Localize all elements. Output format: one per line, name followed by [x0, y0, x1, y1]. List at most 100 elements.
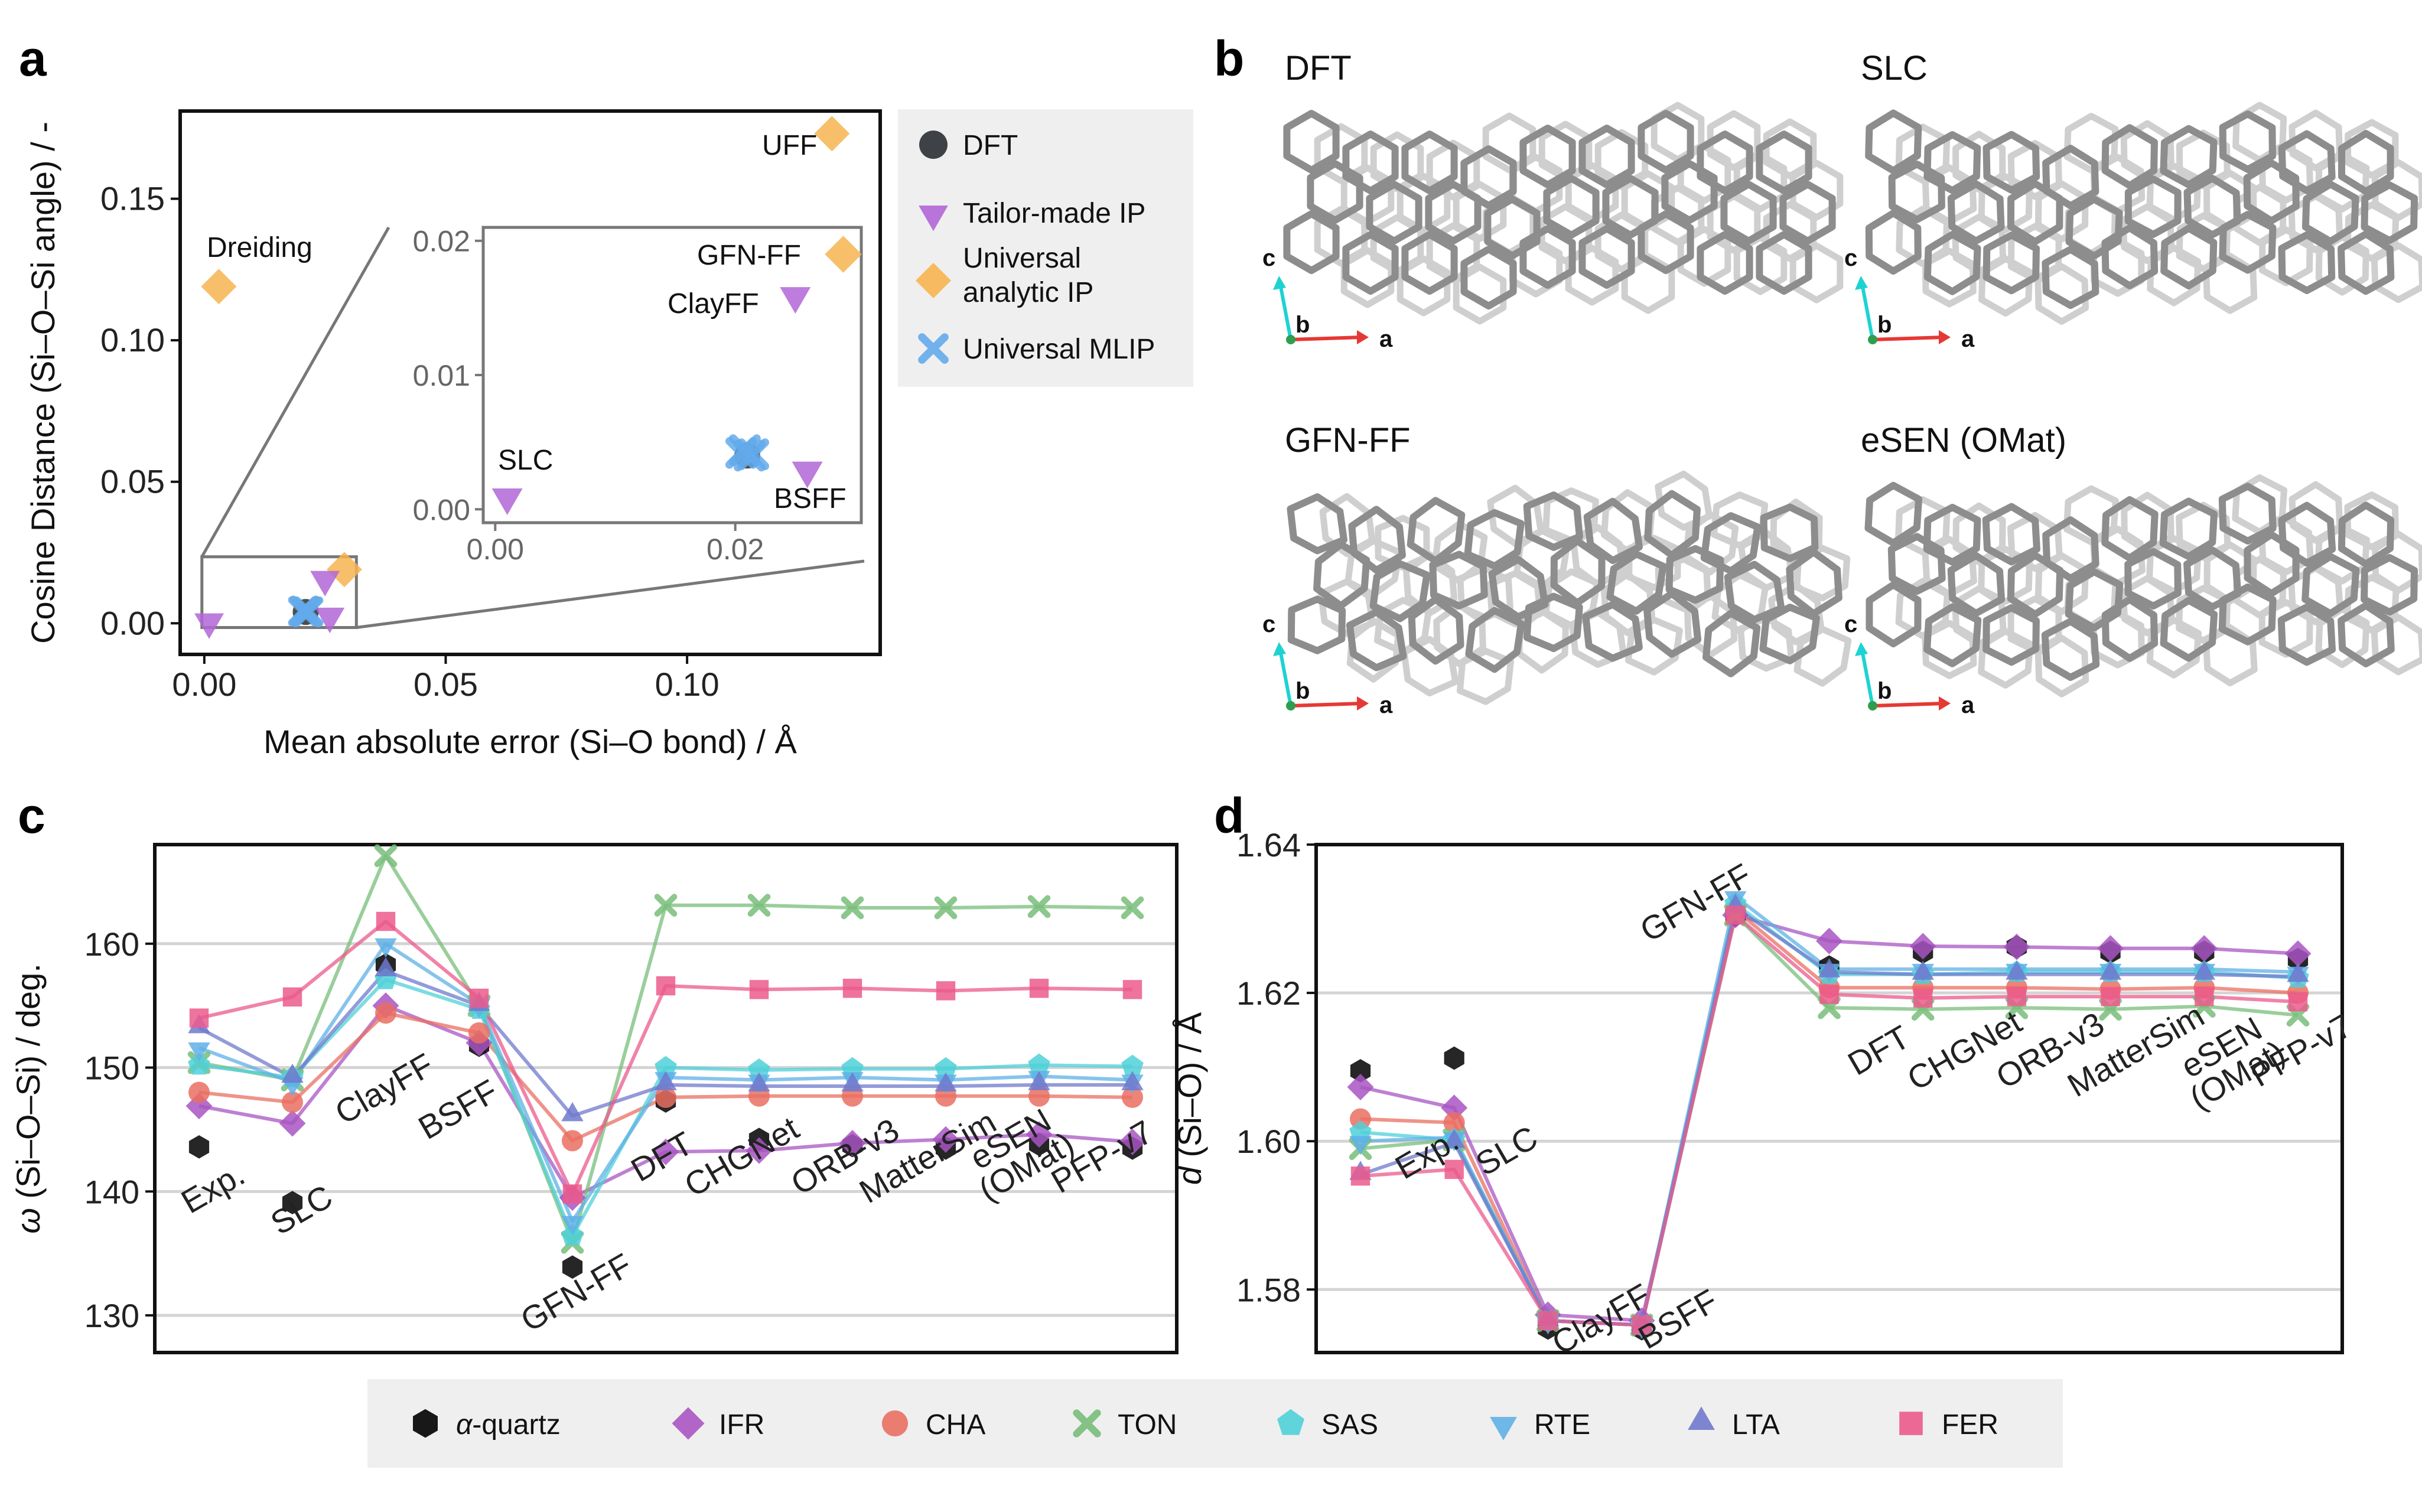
framework-ring-back [2315, 233, 2369, 296]
framework-ring-back [2314, 524, 2370, 585]
inset-point-slc [491, 488, 523, 515]
point-lta [375, 957, 397, 976]
axis-a-label: a [1961, 692, 1975, 718]
framework-ring [1865, 209, 1922, 275]
axis-c-arrowhead [1273, 642, 1286, 656]
framework-ring [1464, 509, 1525, 570]
framework-ring [1342, 231, 1399, 295]
y-tick-label-a: 0.15 [100, 180, 165, 217]
structure-slc: SLC a c b [1844, 49, 2422, 352]
point-alpha-quartz [282, 1191, 303, 1214]
point-uff [814, 116, 850, 152]
legend-a-marker-tailor-made-ip [919, 206, 948, 232]
point-slc [194, 613, 224, 639]
point-ifr [839, 1130, 866, 1156]
point-gfn-ff [326, 552, 362, 588]
framework-ring-back [1600, 571, 1656, 636]
framework-ring-back [2314, 151, 2370, 213]
framework-ring [1602, 175, 1659, 239]
y-axis-symbol: d [1171, 1165, 1208, 1185]
inset-x-tick-label: 0.02 [707, 533, 764, 566]
framework-ring [1366, 181, 1422, 245]
structure-esen-omat: eSEN (OMat) a c b [1844, 421, 2422, 718]
point-lta [1912, 960, 1934, 980]
framework-ring [1982, 604, 2040, 666]
framework-ring [1720, 181, 1777, 245]
framework-ring-back [1625, 617, 1683, 676]
category-label-slc: SLC [1469, 1119, 1544, 1183]
point-fer [1122, 980, 1142, 999]
framework-ring [1606, 550, 1667, 615]
point-lta [281, 1063, 304, 1083]
structure-title: SLC [1861, 49, 1928, 87]
framework-ring [2042, 516, 2099, 582]
structure-title: GFN-FF [1285, 421, 1411, 460]
point-rte [561, 1216, 584, 1236]
framework-ring [1697, 131, 1753, 194]
plot-frame [153, 843, 1179, 1354]
point-label-dreiding: Dreiding [207, 232, 312, 263]
framework-ring [2124, 175, 2182, 238]
point-fer [1819, 985, 1839, 1004]
x-tick-label-a: 0.10 [655, 666, 720, 703]
point-lta [1443, 1129, 1466, 1148]
axis-a-arrowhead [1357, 696, 1369, 711]
inset-point-clayff [780, 287, 811, 314]
framework-ring [1582, 601, 1643, 662]
inset-point-bsff [792, 461, 823, 488]
point-cha [468, 1022, 490, 1044]
point-lta [1818, 958, 1841, 977]
framework-ring [2183, 546, 2242, 611]
inset-point-label-bsff: BSFF [774, 483, 847, 514]
point-esen-omat [292, 596, 324, 627]
framework-ring [1702, 610, 1761, 677]
point-fer [2101, 987, 2120, 1006]
framework-ring [2219, 110, 2276, 173]
framework-ring [1465, 607, 1525, 673]
point-alpha-quartz [188, 1135, 210, 1159]
point-ifr [652, 1138, 679, 1165]
framework-ring [2124, 548, 2182, 610]
axis-b-label: b [1295, 678, 1310, 704]
framework-ring [2065, 568, 2124, 631]
point-ton [1121, 896, 1144, 920]
legend-label-rte: RTE [1534, 1409, 1590, 1441]
framework-ring [1488, 556, 1549, 621]
framework-ring [1583, 497, 1643, 564]
point-fer [936, 981, 956, 1001]
plot-frame [1314, 843, 2344, 1354]
framework-ring-back [1768, 582, 1825, 646]
y-tick-label-a: 0.05 [100, 463, 165, 500]
point-alpha-quartz [562, 1255, 583, 1279]
axis-c-label: c [1262, 245, 1275, 271]
legend-label-cha: CHA [926, 1409, 985, 1441]
framework-ring-back [2120, 575, 2175, 637]
framework-ring [2101, 224, 2159, 289]
axis-a-arrow [1872, 702, 1944, 708]
inset-point-label-clayff: ClayFF [668, 288, 759, 320]
framework-ring [2041, 618, 2100, 681]
x-axis-label-a: Mean absolute error (Si–O bond) / Å [263, 723, 797, 760]
inset-x-tick-label: 0.00 [467, 533, 524, 566]
framework-ring [1523, 491, 1583, 551]
point-cha [562, 1130, 583, 1152]
point-lta [2193, 960, 2215, 980]
y-tick-label-a: 0.10 [100, 321, 165, 359]
structure-title: DFT [1285, 49, 1352, 87]
framework-ring [2042, 246, 2099, 309]
framework-ring [1460, 145, 1517, 209]
axis-b-dot [1286, 701, 1295, 711]
y-axis-symbol: ω [9, 1208, 47, 1234]
legend-marker-alpha-quartz [413, 1409, 438, 1438]
framework-ring-back [1677, 226, 1731, 287]
point-fer [656, 976, 676, 996]
framework-ring [1700, 512, 1762, 575]
point-dreiding [201, 269, 237, 305]
legend-label-alpha-quartz: α-quartz [456, 1409, 561, 1441]
legend-label-lta: LTA [1732, 1409, 1780, 1441]
framework-ring [2361, 181, 2418, 245]
legend-a-label-tailor-made-ip: Tailor-made IP [963, 198, 1145, 229]
point-fer [1632, 1315, 1652, 1335]
legend-label-rest: -quartz [472, 1409, 560, 1441]
